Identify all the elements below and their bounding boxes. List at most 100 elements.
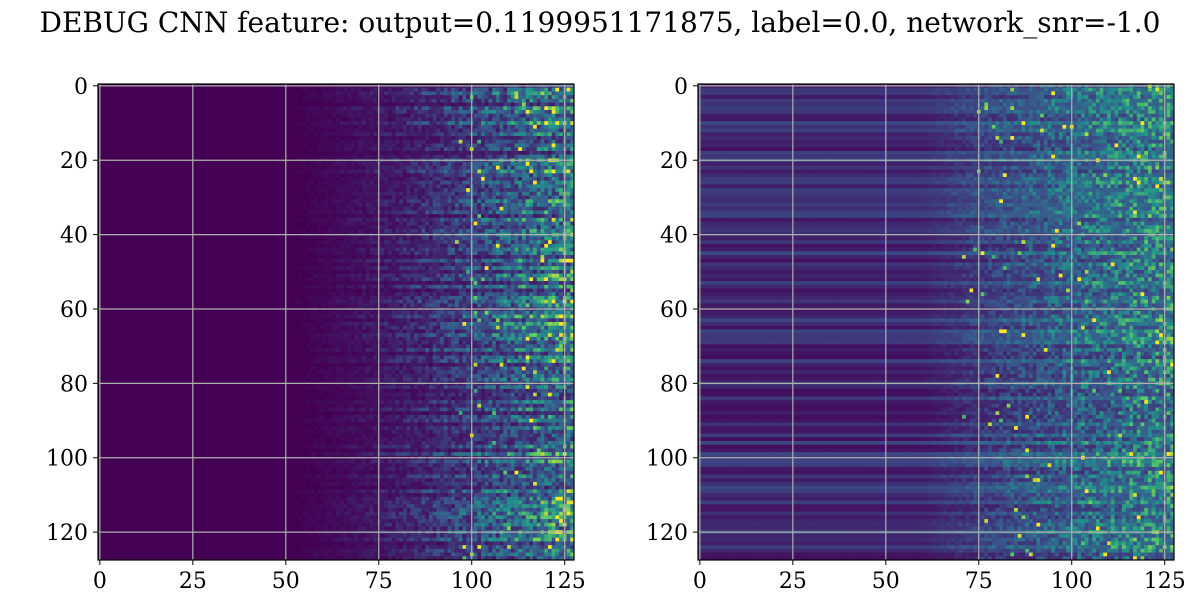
heatmap-cell <box>551 184 556 189</box>
heatmap-cell <box>488 281 493 286</box>
heatmap-cell <box>507 113 512 118</box>
heatmap-cell <box>499 288 504 293</box>
heatmap-cell <box>443 169 448 174</box>
heatmap-cell <box>555 344 560 349</box>
heatmap-cell <box>339 221 344 226</box>
heatmap-cell <box>406 199 411 204</box>
heatmap-cell <box>384 106 389 111</box>
heatmap-cell <box>566 333 571 338</box>
heatmap-cell <box>495 191 500 196</box>
heatmap-cell <box>533 102 538 107</box>
heatmap-cell <box>324 132 329 137</box>
heatmap-cell <box>514 325 519 330</box>
heatmap-cell <box>495 121 500 126</box>
heatmap-cell <box>547 277 553 282</box>
heatmap-cell <box>395 325 400 330</box>
heatmap-cell <box>365 214 370 219</box>
heatmap-cell <box>395 258 400 263</box>
heatmap-cell <box>536 292 541 297</box>
heatmap-cell <box>525 169 530 174</box>
heatmap-cell <box>332 113 337 118</box>
heatmap-cell <box>298 236 303 241</box>
heatmap-cell <box>395 210 400 215</box>
heatmap-cell <box>547 333 553 338</box>
heatmap-cell <box>525 251 530 256</box>
heatmap-cell <box>395 255 400 260</box>
heatmap-cell <box>492 124 497 129</box>
heatmap-cell <box>462 314 467 319</box>
heatmap-cell <box>458 344 463 349</box>
heatmap-cell <box>488 147 493 152</box>
heatmap-cell <box>451 117 456 122</box>
heatmap-cell <box>339 206 344 211</box>
heatmap-cell <box>544 195 549 200</box>
heatmap-cell <box>317 203 322 208</box>
heatmap-cell <box>339 236 344 241</box>
heatmap-cell <box>369 240 374 245</box>
heatmap-cell <box>495 295 500 301</box>
heatmap-cell <box>343 217 348 222</box>
heatmap-cell <box>306 303 311 308</box>
heatmap-cell <box>495 184 500 189</box>
heatmap-cell <box>421 344 426 349</box>
heatmap-cell <box>410 191 415 196</box>
heatmap-cell <box>547 173 553 178</box>
heatmap-cell <box>324 273 329 278</box>
heatmap-cell <box>555 288 560 293</box>
heatmap-cell <box>510 91 515 96</box>
heatmap-cell <box>551 295 556 301</box>
heatmap-cell <box>555 284 560 289</box>
heatmap-cell <box>432 295 437 301</box>
heatmap-cell <box>499 266 504 271</box>
heatmap-cell <box>440 210 445 215</box>
heatmap-cell <box>417 124 422 129</box>
heatmap-cell <box>499 102 504 107</box>
heatmap-cell <box>324 269 329 275</box>
heatmap-cell <box>414 176 419 182</box>
heatmap-cell <box>317 240 322 245</box>
heatmap-cell <box>440 322 445 327</box>
heatmap-cell <box>347 203 352 208</box>
heatmap-cell <box>495 329 500 334</box>
heatmap-cell <box>309 299 315 304</box>
heatmap-cell <box>547 314 553 319</box>
heatmap-cell <box>536 95 541 100</box>
heatmap-cell <box>417 314 422 319</box>
heatmap-cell <box>339 255 344 260</box>
heatmap-cell <box>354 169 359 174</box>
heatmap-cell <box>402 203 408 208</box>
heatmap-cell <box>540 143 545 148</box>
heatmap-cell <box>507 147 512 152</box>
heatmap-cell <box>451 191 456 196</box>
heatmap-cell <box>529 180 534 185</box>
heatmap-cell <box>373 102 378 107</box>
heatmap-cell <box>559 225 564 230</box>
heatmap-cell <box>306 221 311 226</box>
heatmap-cell <box>336 214 341 219</box>
heatmap-cell <box>525 214 530 219</box>
heatmap-cell <box>395 176 400 182</box>
heatmap-cell <box>369 191 374 196</box>
heatmap-cell <box>570 117 575 122</box>
heatmap-cell <box>336 165 341 170</box>
heatmap-cell <box>536 322 541 327</box>
heatmap-cell <box>388 333 393 338</box>
heatmap-cell <box>336 113 341 118</box>
heatmap-cell <box>343 173 348 178</box>
heatmap-cell <box>343 91 348 96</box>
heatmap-cell <box>428 243 434 248</box>
heatmap-cell <box>503 150 508 156</box>
heatmap-cell <box>477 106 482 111</box>
heatmap-cell <box>510 180 515 185</box>
heatmap-cell <box>410 121 415 126</box>
heatmap-cell <box>529 169 534 174</box>
heatmap-cell <box>533 247 538 252</box>
heatmap-cell <box>507 295 512 301</box>
heatmap-cell <box>570 236 575 241</box>
heatmap-cell <box>425 124 430 129</box>
heatmap-cell <box>343 251 348 256</box>
heatmap-cell <box>555 121 560 126</box>
heatmap-cell <box>395 269 400 275</box>
heatmap-cell <box>458 243 463 248</box>
heatmap-cell <box>566 95 571 100</box>
